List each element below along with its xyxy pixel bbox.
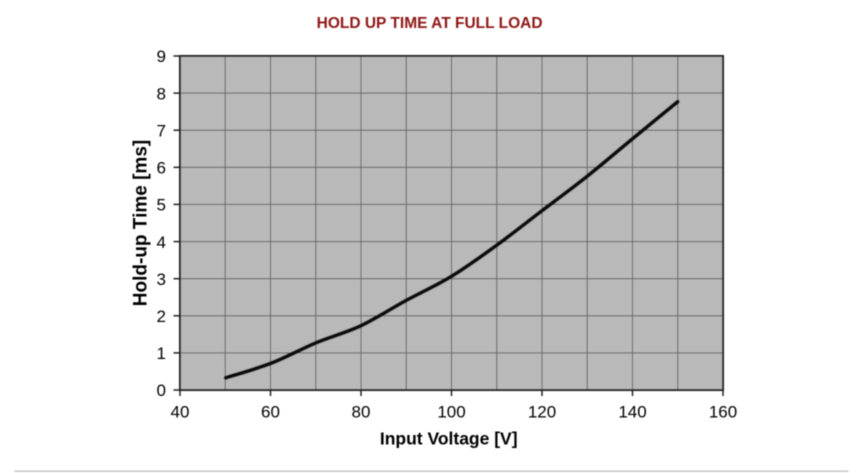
svg-text:3: 3: [157, 270, 166, 289]
svg-text:8: 8: [157, 84, 166, 103]
svg-text:0: 0: [157, 381, 166, 400]
svg-text:60: 60: [261, 403, 280, 422]
svg-text:160: 160: [709, 403, 737, 422]
svg-text:2: 2: [157, 307, 166, 326]
svg-text:7: 7: [157, 121, 166, 140]
svg-text:1: 1: [157, 344, 166, 363]
svg-text:120: 120: [528, 403, 556, 422]
svg-text:Hold-up Time [ms]: Hold-up Time [ms]: [131, 140, 152, 306]
svg-text:HOLD UP TIME AT FULL LOAD: HOLD UP TIME AT FULL LOAD: [317, 15, 543, 32]
svg-text:6: 6: [157, 159, 166, 178]
svg-text:40: 40: [171, 403, 190, 422]
svg-text:80: 80: [352, 403, 371, 422]
svg-text:100: 100: [437, 403, 465, 422]
svg-text:9: 9: [157, 47, 166, 66]
svg-text:140: 140: [618, 403, 646, 422]
svg-text:Input Voltage [V]: Input Voltage [V]: [380, 429, 518, 449]
svg-text:5: 5: [157, 196, 166, 215]
svg-text:4: 4: [157, 233, 166, 252]
